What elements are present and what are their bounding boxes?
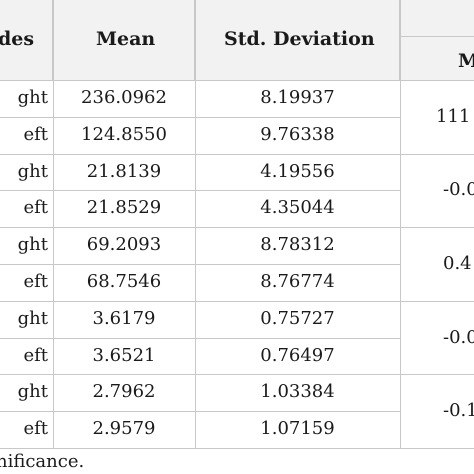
cell-merged-value: 111 (436, 106, 471, 127)
cell-side: ght (17, 87, 48, 108)
header-sides: des (0, 28, 35, 50)
cell-std-deviation: 9.76338 (260, 124, 335, 145)
header-cell-mean (53, 0, 195, 80)
group-subheader-line (400, 36, 474, 37)
row-divider (0, 374, 474, 375)
cell-merged-value: -0.0 (443, 179, 474, 200)
row-divider (0, 154, 474, 155)
cell-mean: 2.9579 (92, 418, 156, 439)
header-m: M (458, 50, 474, 72)
cell-mean: 2.7962 (92, 381, 156, 402)
header-cell-group (400, 0, 474, 80)
cell-std-deviation: 0.76497 (260, 345, 335, 366)
row-divider (0, 338, 400, 339)
row-divider (0, 448, 474, 449)
column-divider (195, 0, 196, 448)
cell-side: eft (23, 271, 48, 292)
cell-merged-value: -0.1 (443, 400, 474, 421)
cell-side: eft (23, 345, 48, 366)
cell-std-deviation: 1.07159 (260, 418, 335, 439)
cell-side: ght (17, 381, 48, 402)
cell-std-deviation: 8.19937 (260, 87, 335, 108)
cell-side: ght (17, 234, 48, 255)
cell-std-deviation: 0.75727 (260, 308, 335, 329)
cell-mean: 21.8139 (86, 161, 162, 182)
cell-mean: 124.8550 (81, 124, 167, 145)
cell-mean: 69.2093 (86, 234, 162, 255)
row-divider (0, 227, 474, 228)
column-divider (400, 0, 401, 448)
cell-side: eft (23, 418, 48, 439)
cell-merged-value: 0.4 (443, 253, 472, 274)
cell-side: eft (23, 124, 48, 145)
cell-mean: 68.7546 (86, 271, 162, 292)
cell-mean: 236.0962 (81, 87, 167, 108)
cell-std-deviation: 8.76774 (260, 271, 335, 292)
cell-std-deviation: 8.78312 (260, 234, 335, 255)
header-cell-std (195, 0, 400, 80)
cell-side: ght (17, 308, 48, 329)
cell-mean: 3.6521 (92, 345, 156, 366)
header-std-deviation: Std. Deviation (224, 28, 375, 50)
cell-mean: 3.6179 (92, 308, 156, 329)
cell-side: ght (17, 161, 48, 182)
column-divider (53, 0, 54, 448)
cell-mean: 21.8529 (86, 197, 162, 218)
cell-side: eft (23, 197, 48, 218)
cell-std-deviation: 1.03384 (260, 381, 335, 402)
row-divider (0, 117, 400, 118)
cell-merged-value: -0.0 (443, 327, 474, 348)
cell-std-deviation: 4.35044 (260, 197, 335, 218)
table-footnote: nificance. (0, 451, 85, 472)
row-divider (0, 301, 474, 302)
row-divider (0, 80, 474, 81)
header-cell-sides (0, 0, 53, 80)
header-mean: Mean (96, 28, 156, 50)
row-divider (0, 190, 400, 191)
row-divider (0, 411, 400, 412)
row-divider (0, 264, 400, 265)
cell-std-deviation: 4.19556 (260, 161, 335, 182)
